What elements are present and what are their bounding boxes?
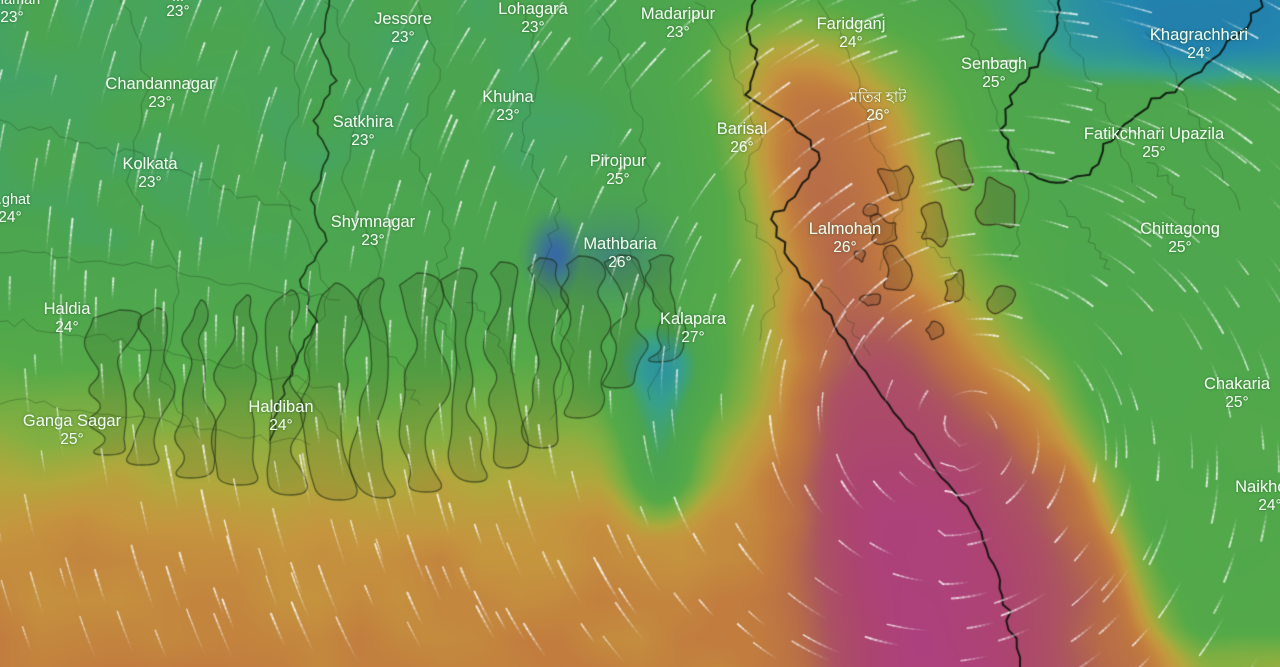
svg-text:Kalapara: Kalapara (660, 310, 727, 328)
svg-text:মতির হাট: মতির হাট (849, 88, 908, 106)
svg-text:23°: 23° (166, 3, 189, 20)
svg-text:Shymnagar: Shymnagar (331, 213, 416, 231)
svg-text:24°: 24° (269, 417, 292, 434)
svg-text:23°: 23° (138, 174, 161, 191)
svg-text:Barisal: Barisal (717, 120, 767, 138)
svg-text:26°: 26° (608, 254, 631, 271)
svg-text:23°: 23° (148, 94, 171, 111)
svg-text:Lohagara: Lohagara (498, 0, 569, 18)
svg-text:24°: 24° (0, 209, 22, 226)
svg-text:Haldiban: Haldiban (248, 398, 313, 416)
svg-text:Khulna: Khulna (482, 88, 534, 106)
svg-text:...naman: ...naman (0, 0, 40, 8)
svg-text:25°: 25° (982, 74, 1005, 91)
svg-text:25°: 25° (1168, 239, 1191, 256)
svg-text:...ghat: ...ghat (0, 192, 30, 208)
svg-text:Satkhira: Satkhira (333, 113, 394, 131)
svg-text:25°: 25° (1225, 394, 1248, 411)
svg-text:23°: 23° (351, 132, 374, 149)
svg-text:Chittagong: Chittagong (1140, 220, 1220, 238)
svg-text:25°: 25° (606, 171, 629, 188)
svg-text:25°: 25° (1142, 144, 1165, 161)
svg-text:23°: 23° (391, 29, 414, 46)
svg-text:23°: 23° (496, 107, 519, 124)
svg-text:24°: 24° (55, 319, 78, 336)
svg-text:Chakaria: Chakaria (1204, 375, 1271, 393)
svg-text:26°: 26° (833, 239, 856, 256)
svg-text:26°: 26° (730, 139, 753, 156)
svg-text:Chandannagar: Chandannagar (105, 75, 215, 93)
svg-text:23°: 23° (0, 9, 23, 26)
svg-text:27°: 27° (681, 329, 704, 346)
svg-text:24°: 24° (1258, 497, 1280, 514)
svg-text:Jessore: Jessore (374, 10, 432, 28)
svg-text:Fatikchhari Upazila: Fatikchhari Upazila (1084, 125, 1225, 143)
svg-text:Kolkata: Kolkata (122, 155, 178, 173)
svg-text:Lalmohan: Lalmohan (809, 220, 881, 238)
svg-text:Haldia: Haldia (44, 300, 92, 318)
svg-text:24°: 24° (1187, 45, 1210, 62)
svg-text:Senbagh: Senbagh (961, 55, 1027, 73)
svg-text:Madaripur: Madaripur (641, 5, 716, 23)
svg-text:Faridganj: Faridganj (817, 15, 886, 33)
svg-text:26°: 26° (866, 107, 889, 124)
svg-text:23°: 23° (666, 24, 689, 41)
svg-text:Pirojpur: Pirojpur (590, 152, 647, 170)
svg-text:Mathbaria: Mathbaria (583, 235, 657, 253)
svg-text:23°: 23° (521, 19, 544, 36)
svg-text:24°: 24° (839, 34, 862, 51)
svg-text:23°: 23° (361, 232, 384, 249)
svg-text:Naikhong: Naikhong (1235, 478, 1280, 496)
svg-text:Khagrachhari: Khagrachhari (1150, 26, 1248, 44)
svg-text:Ganga Sagar: Ganga Sagar (23, 412, 122, 430)
svg-text:25°: 25° (60, 431, 83, 448)
